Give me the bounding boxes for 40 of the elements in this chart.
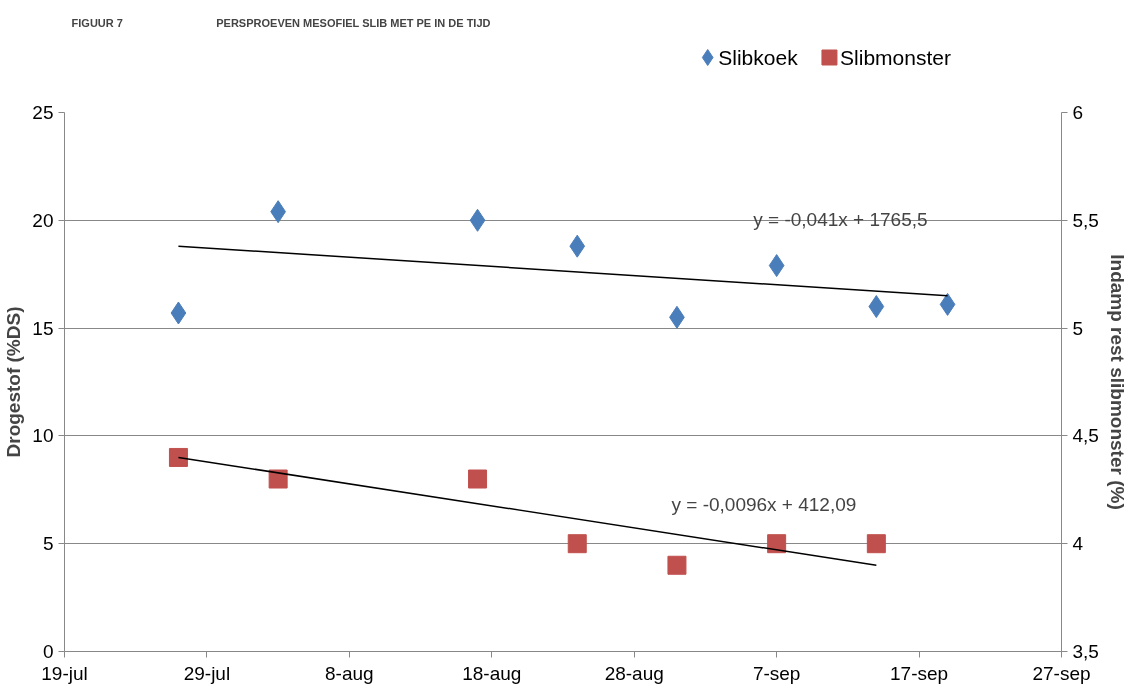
point [469,208,486,232]
point [939,292,956,316]
y-axis-title: Drogestof (%DS) [3,306,25,458]
y2-tick-label: 4,5 [1072,425,1099,447]
y2-tick-label: 6 [1072,102,1084,123]
chart-title: FIGUUR 7 [71,16,123,29]
y-tick-label: 10 [32,425,54,447]
point [767,534,787,554]
point [567,534,587,554]
legend-label: Slibmonster [840,46,951,69]
x-tick-label: 8-aug [325,662,374,684]
point [569,234,586,258]
y2-tick-label: 5 [1072,317,1084,339]
y-tick-label: 5 [42,533,54,555]
y-tick-label: 0 [42,641,54,662]
x-tick-label: 18-aug [462,662,522,684]
chart-subtitle: PERSPROEVEN MESOFIEL SLIB MET PE IN DE TIJD [216,16,491,29]
y2-tick-label: 3,5 [1072,641,1099,662]
x-tick-label: 27-sep [1032,662,1091,684]
point [866,534,886,554]
point [667,555,687,575]
point [468,469,488,489]
y-tick-label: 25 [32,102,54,123]
y2-axis-title: Indamp rest slibmonster (%) [1106,254,1128,510]
y2-tick-label: 5,5 [1072,209,1099,231]
x-tick-label: 19-jul [41,662,88,684]
annotation: y = -0,0096x + 412,09 [671,494,857,516]
point [268,469,288,489]
point [768,254,785,278]
point [170,301,187,325]
y-tick-label: 20 [32,209,54,231]
y-tick-label: 15 [32,317,54,339]
x-tick-label: 7-sep [752,662,801,684]
point [168,447,188,467]
y2-tick-label: 4 [1072,533,1084,555]
point [868,295,885,319]
x-tick-label: 17-sep [890,662,949,684]
legend-label: Slibkoek [718,46,799,69]
x-tick-label: 28-aug [604,662,664,684]
x-tick-label: 29-jul [183,662,231,684]
